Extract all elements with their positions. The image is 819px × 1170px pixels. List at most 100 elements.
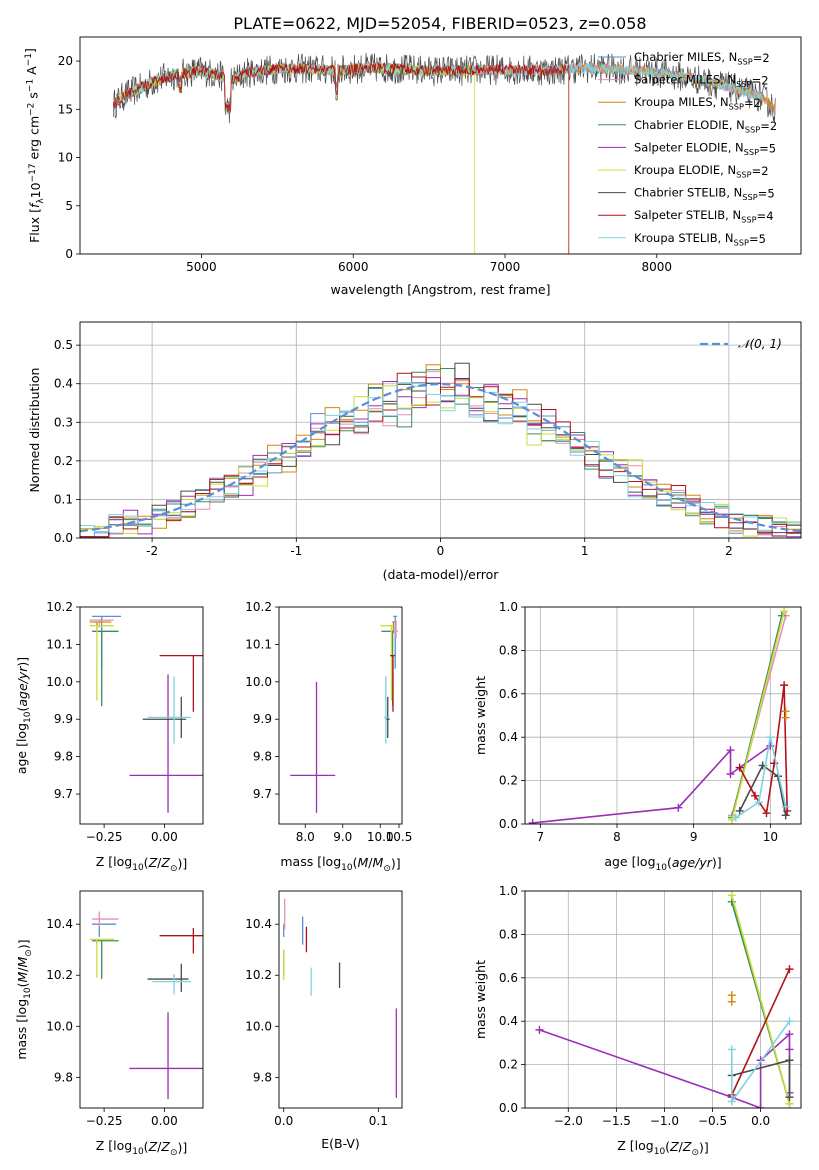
weight-line bbox=[731, 968, 791, 1096]
x-tick-label: −0.25 bbox=[86, 830, 123, 844]
legend-label: 𝒩(0, 1) bbox=[738, 337, 782, 351]
x-tick-label: 6000 bbox=[338, 260, 369, 274]
x-tick-label: −1.5 bbox=[602, 1114, 631, 1128]
legend-label: Chabrier STELIB, NSSP=5 bbox=[634, 186, 775, 202]
x-axis-label: wavelength [Angstrom, rest frame] bbox=[330, 282, 550, 297]
weight-point bbox=[785, 1056, 794, 1065]
clipped-layer bbox=[535, 891, 794, 1108]
x-tick-label: −2.0 bbox=[554, 1114, 583, 1128]
x-tick-label: 0.00 bbox=[151, 1114, 178, 1128]
weight-line bbox=[738, 684, 788, 816]
y-tick-label: 10.1 bbox=[46, 637, 73, 651]
x-tick-label: 7000 bbox=[490, 260, 521, 274]
y-tick-label: 10.0 bbox=[46, 1019, 73, 1033]
weight-vs-metallicity-panel: −2.0 −1.5 −1.0 −0.5 0.0 0.0 0.2 0.4 0.6 0.8 1.0 Z [… bbox=[473, 884, 802, 1158]
x-tick-label: -2 bbox=[146, 544, 158, 558]
x-tick-label: 10 bbox=[763, 830, 778, 844]
weight-point bbox=[785, 1017, 794, 1026]
legend-label: Kroupa ELODIE, NSSP=2 bbox=[634, 163, 769, 179]
y-tick-label: 10.1 bbox=[245, 637, 272, 651]
y-tick-label: 10.4 bbox=[46, 917, 73, 931]
weight-point bbox=[783, 806, 792, 815]
x-tick-label: 7 bbox=[537, 830, 545, 844]
weight-point bbox=[780, 681, 789, 690]
y-tick-label: 10.2 bbox=[245, 968, 272, 982]
y-tick-label: 10.2 bbox=[46, 600, 73, 614]
y-tick-label: 5 bbox=[65, 199, 73, 213]
x-tick-label: 8.0 bbox=[296, 830, 315, 844]
axes-frame bbox=[524, 606, 802, 825]
clipped-layer bbox=[89, 615, 203, 813]
weight-point bbox=[535, 1025, 544, 1034]
x-tick-label: 0.0 bbox=[751, 1114, 770, 1128]
weight-point bbox=[735, 806, 744, 815]
weight-point bbox=[785, 1030, 794, 1039]
y-tick-label: 0 bbox=[65, 247, 73, 261]
y-tick-label: 0.4 bbox=[54, 377, 73, 391]
plot-area bbox=[279, 607, 402, 824]
y-tick-label: 9.8 bbox=[253, 750, 272, 764]
weight-point bbox=[756, 1104, 765, 1108]
plot-area bbox=[525, 607, 801, 824]
legend-label: Chabrier ELODIE, NSSP=2 bbox=[634, 118, 777, 134]
y-axis-label: mass [log10(M/M⊙)] bbox=[14, 939, 34, 1059]
y-tick-label: 9.8 bbox=[253, 1070, 272, 1084]
y-tick-label: 1.0 bbox=[499, 600, 518, 614]
y-tick-label: 0.4 bbox=[499, 1014, 518, 1028]
weight-point bbox=[528, 818, 537, 824]
y-tick-label: 0.6 bbox=[499, 687, 518, 701]
y-tick-label: 0.3 bbox=[54, 415, 73, 429]
figure-title: PLATE=0622, MJD=52054, FIBERID=0523, z=0… bbox=[233, 14, 646, 33]
weight-point bbox=[727, 891, 736, 900]
plot-area bbox=[525, 891, 801, 1108]
weight-line bbox=[735, 737, 787, 819]
y-tick-label: 10.0 bbox=[245, 1019, 272, 1033]
clipped-layer bbox=[89, 911, 203, 1100]
y-tick-label: 10.0 bbox=[245, 675, 272, 689]
y-tick-label: 9.7 bbox=[54, 787, 73, 801]
y-tick-label: 0.6 bbox=[499, 971, 518, 985]
weight-point bbox=[726, 770, 735, 779]
weight-line bbox=[731, 895, 791, 1104]
normal-curve bbox=[80, 382, 801, 533]
weight-point bbox=[785, 1045, 794, 1054]
y-tick-label: 0.2 bbox=[54, 454, 73, 468]
axes-frame bbox=[79, 36, 802, 255]
legend-label: Salpeter MILES, NSSP=2 bbox=[634, 73, 769, 89]
clipped-layer bbox=[528, 607, 792, 824]
weight-point bbox=[785, 1093, 794, 1102]
y-tick-label: 0.5 bbox=[54, 338, 73, 352]
y-tick-label: 9.9 bbox=[54, 712, 73, 726]
y-tick-label: 9.7 bbox=[253, 787, 272, 801]
x-tick-label: 1 bbox=[581, 544, 589, 558]
weight-point bbox=[780, 607, 789, 616]
x-tick-label: 5000 bbox=[186, 260, 217, 274]
axes-frame bbox=[79, 890, 204, 1109]
weight-point bbox=[727, 991, 736, 1000]
x-axis-label: age [log10(age/yr)] bbox=[604, 854, 721, 873]
y-tick-label: 15 bbox=[58, 102, 73, 116]
y-axis-label: mass weight bbox=[473, 960, 488, 1039]
weight-point bbox=[785, 965, 794, 974]
x-tick-label: 0.0 bbox=[274, 1114, 293, 1128]
axes-frame bbox=[278, 890, 403, 1109]
spectrum-line bbox=[113, 61, 570, 254]
y-tick-label: 0.0 bbox=[499, 817, 518, 831]
y-tick-label: 10 bbox=[58, 151, 73, 165]
weight-point bbox=[754, 798, 763, 807]
age-vs-metallicity-panel: −0.25 0.00 9.7 9.8 9.9 10.0 10.1 10.2 Z [log10(Z… bbox=[14, 600, 204, 874]
y-tick-label: 20 bbox=[58, 54, 73, 68]
plot-area bbox=[279, 891, 402, 1108]
weight-point bbox=[727, 1045, 736, 1054]
y-tick-label: 10.2 bbox=[245, 600, 272, 614]
x-tick-label: 0.00 bbox=[151, 830, 178, 844]
x-tick-label: 0 bbox=[437, 544, 445, 558]
x-tick-label: 8000 bbox=[642, 260, 673, 274]
x-tick-label: 2 bbox=[725, 544, 733, 558]
y-tick-label: 0.4 bbox=[499, 730, 518, 744]
axes-frame bbox=[79, 606, 204, 825]
clipped-layer bbox=[113, 52, 776, 254]
x-axis-label: mass [log10(M/M⊙)] bbox=[280, 854, 400, 874]
x-axis-label: Z [log10(Z/Z⊙)] bbox=[96, 854, 188, 874]
